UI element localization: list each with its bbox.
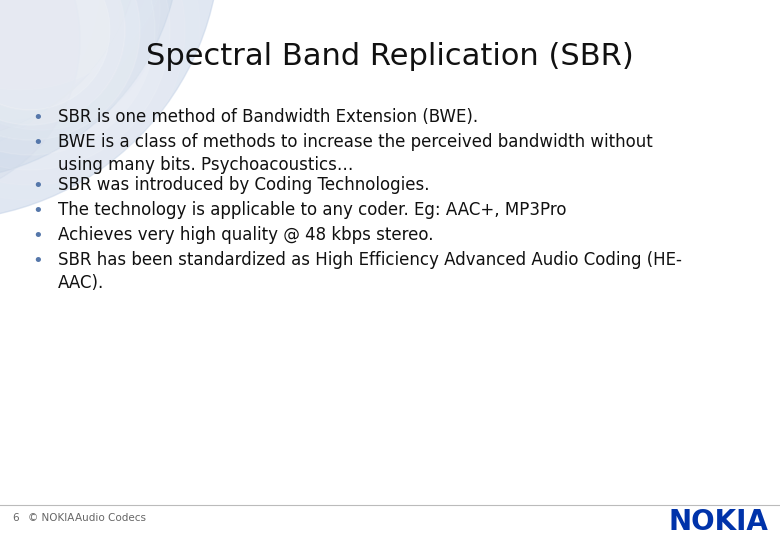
Circle shape xyxy=(0,0,220,220)
Circle shape xyxy=(0,0,200,200)
Circle shape xyxy=(0,0,170,90)
Text: •: • xyxy=(33,177,44,195)
Text: •: • xyxy=(33,134,44,152)
Text: SBR is one method of Bandwidth Extension (BWE).: SBR is one method of Bandwidth Extension… xyxy=(58,108,478,126)
Text: Spectral Band Replication (SBR): Spectral Band Replication (SBR) xyxy=(146,42,634,71)
Circle shape xyxy=(0,0,140,140)
Circle shape xyxy=(0,0,160,130)
Circle shape xyxy=(0,0,125,125)
Text: 6: 6 xyxy=(12,513,19,523)
Text: SBR was introduced by Coding Technologies.: SBR was introduced by Coding Technologie… xyxy=(58,176,430,194)
Text: Achieves very high quality @ 48 kbps stereo.: Achieves very high quality @ 48 kbps ste… xyxy=(58,226,434,244)
Circle shape xyxy=(0,0,180,180)
Circle shape xyxy=(0,0,185,185)
Text: © NOKIA: © NOKIA xyxy=(28,513,74,523)
Circle shape xyxy=(0,0,140,140)
Text: BWE is a class of methods to increase the perceived bandwidth without
using many: BWE is a class of methods to increase th… xyxy=(58,133,653,174)
Text: •: • xyxy=(33,252,44,270)
Text: Audio Codecs: Audio Codecs xyxy=(75,513,146,523)
Circle shape xyxy=(0,0,100,160)
Circle shape xyxy=(0,0,160,120)
Circle shape xyxy=(0,0,170,170)
Text: SBR has been standardized as High Efficiency Advanced Audio Coding (HE-
AAC).: SBR has been standardized as High Effici… xyxy=(58,251,682,292)
Text: •: • xyxy=(33,227,44,245)
Circle shape xyxy=(0,0,120,160)
Circle shape xyxy=(0,0,160,120)
Text: NOKIA: NOKIA xyxy=(668,508,768,536)
Text: The technology is applicable to any coder. Eg: AAC+, MP3Pro: The technology is applicable to any code… xyxy=(58,201,566,219)
Circle shape xyxy=(0,0,80,200)
Circle shape xyxy=(0,0,155,155)
Text: •: • xyxy=(33,202,44,220)
Circle shape xyxy=(0,0,110,110)
Text: •: • xyxy=(33,109,44,127)
